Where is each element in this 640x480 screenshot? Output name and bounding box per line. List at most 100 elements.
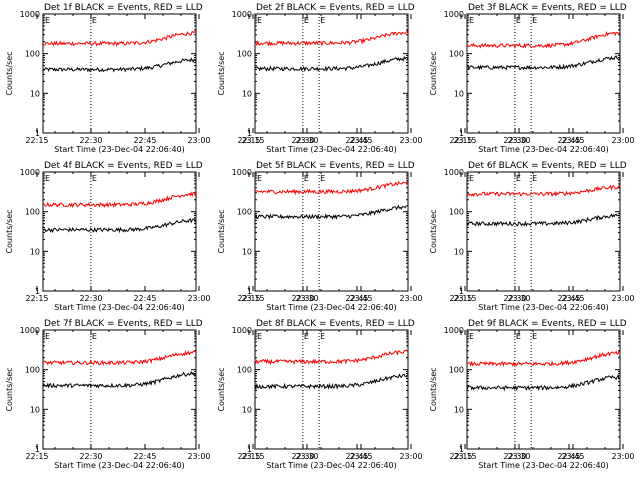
plot-frame [466, 13, 621, 134]
x-tick-label: 23:15 [241, 136, 264, 145]
y-tick-label: 100 [237, 50, 252, 59]
plot-frame [254, 171, 409, 292]
x-axis-label: Start Time (23-Dec-04 22:06:40) [54, 461, 185, 470]
x-tick-label: 23:45 [561, 452, 584, 461]
y-tick-label: 100 [25, 366, 40, 375]
y-tick-label: 100 [449, 366, 464, 375]
chart-panel-4: Det 4f BLACK = Events, RED = LLD Counts/s… [5, 161, 373, 312]
panel-title: Det 3f BLACK = Events, RED = LLD [468, 3, 627, 13]
x-tick-label: 22:45 [557, 294, 580, 303]
x-tick-label: 22:45 [133, 452, 156, 461]
chart-panel-8: Det 8f BLACK = Events, RED = LLD Counts/s… [217, 319, 585, 470]
y-tick-label: 10 [242, 405, 252, 414]
x-tick-label: 23:00 [611, 452, 634, 461]
x-axis-label: Start Time (23-Dec-04 22:06:40) [54, 303, 185, 312]
x-tick-label: 22:30 [79, 136, 102, 145]
corner-marker-label: E [45, 16, 50, 25]
event-marker-label: E [92, 174, 97, 183]
chart-panel-1: Det 1f BLACK = Events, RED = LLD Counts/s… [5, 3, 373, 154]
y-axis-label: Counts/sec [429, 367, 438, 411]
x-tick-label: 23:15 [241, 294, 264, 303]
y-tick-label: 100 [237, 366, 252, 375]
event-marker-label: E [304, 332, 309, 341]
y-tick-label: 100 [449, 208, 464, 217]
x-tick-label: 22:30 [79, 294, 102, 303]
x-tick-label: 22:45 [345, 294, 368, 303]
x-tick-label: 22:30 [503, 136, 526, 145]
y-tick-label: 1 [459, 287, 464, 296]
x-tick-label: 23:00 [611, 294, 634, 303]
plot-frame [254, 329, 409, 450]
chart-panel-7: Det 7f BLACK = Events, RED = LLD Counts/s… [5, 319, 373, 470]
x-tick-label: 23:30 [507, 452, 530, 461]
x-axis-label: Start Time (23-Dec-04 22:06:40) [478, 303, 609, 312]
x-tick-label: 23:45 [349, 294, 372, 303]
panel-title: Det 5f BLACK = Events, RED = LLD [256, 161, 415, 171]
x-tick-label: 23:30 [295, 452, 318, 461]
corner-marker-label: E [45, 332, 50, 341]
x-tick-label: 22:30 [503, 452, 526, 461]
y-tick-label: 100 [237, 208, 252, 217]
y-tick-label: 10 [454, 89, 464, 98]
event-marker-label: E [320, 16, 325, 25]
panel-title: Det 9f BLACK = Events, RED = LLD [468, 319, 627, 329]
y-tick-label: 1000 [20, 168, 40, 177]
plot-frame [466, 329, 621, 450]
x-tick-label: 22:15 [25, 452, 48, 461]
x-axis-label: Start Time (23-Dec-04 22:06:40) [478, 145, 609, 154]
event-marker-label: E [516, 16, 521, 25]
lld-series-line [466, 184, 621, 198]
event-marker-label: E [516, 174, 521, 183]
lld-series-line [254, 349, 409, 366]
x-tick-label: 22:45 [557, 452, 580, 461]
x-tick-label: 23:15 [453, 136, 476, 145]
lld-series-line [42, 191, 197, 209]
y-tick-label: 1 [247, 445, 252, 454]
events-series-line [42, 57, 197, 73]
y-tick-label: 1 [35, 129, 40, 138]
y-axis-label: Counts/sec [217, 209, 226, 253]
panel-title: Det 1f BLACK = Events, RED = LLD [44, 3, 203, 13]
panel-title: Det 2f BLACK = Events, RED = LLD [256, 3, 415, 13]
y-tick-label: 10 [30, 89, 40, 98]
plot-frame [42, 171, 197, 292]
events-series-line [254, 55, 409, 72]
x-axis-label: Start Time (23-Dec-04 22:06:40) [266, 145, 397, 154]
events-series-line [254, 204, 409, 220]
x-tick-label: 23:00 [399, 452, 422, 461]
y-tick-label: 1000 [444, 10, 464, 19]
x-axis-label: Start Time (23-Dec-04 22:06:40) [478, 461, 609, 470]
y-tick-label: 1 [459, 129, 464, 138]
x-axis-label: Start Time (23-Dec-04 22:06:40) [54, 145, 185, 154]
x-tick-label: 22:15 [25, 294, 48, 303]
y-tick-label: 1000 [20, 10, 40, 19]
y-tick-label: 10 [30, 247, 40, 256]
lld-series-line [254, 29, 409, 47]
y-tick-label: 1000 [232, 10, 252, 19]
event-marker-label: E [92, 332, 97, 341]
x-tick-label: 22:15 [237, 294, 260, 303]
panel-title: Det 6f BLACK = Events, RED = LLD [468, 161, 627, 171]
x-axis-label: Start Time (23-Dec-04 22:06:40) [266, 461, 397, 470]
x-tick-label: 22:30 [291, 294, 314, 303]
plot-frame [254, 13, 409, 134]
corner-marker-label: E [45, 174, 50, 183]
event-marker-label: E [532, 332, 537, 341]
y-axis-label: Counts/sec [217, 367, 226, 411]
x-tick-label: 23:15 [453, 294, 476, 303]
lld-series-line [466, 30, 621, 49]
plot-frame [466, 171, 621, 292]
lld-series-line [466, 350, 621, 368]
corner-marker-label: E [257, 16, 262, 25]
events-series-line [42, 370, 197, 389]
event-marker-label: E [516, 332, 521, 341]
events-series-line [42, 218, 197, 234]
x-tick-label: 23:00 [187, 136, 210, 145]
y-tick-label: 10 [242, 247, 252, 256]
x-tick-label: 22:45 [133, 294, 156, 303]
events-series-line [254, 373, 408, 390]
events-series-line [466, 55, 621, 71]
y-tick-label: 100 [25, 208, 40, 217]
corner-marker-label: E [469, 16, 474, 25]
